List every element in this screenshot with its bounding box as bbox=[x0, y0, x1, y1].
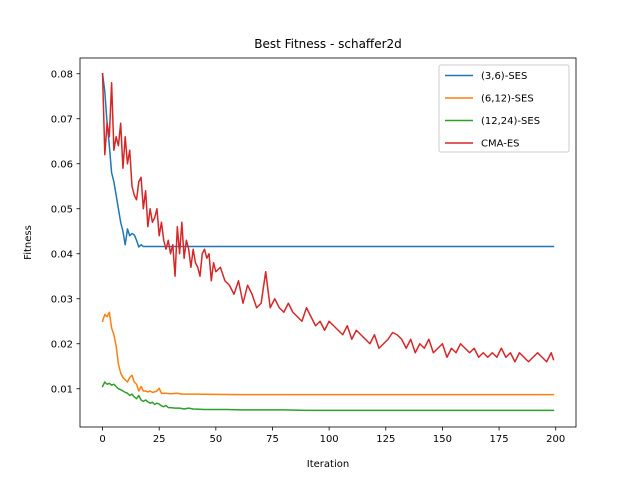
x-tick-label: 25 bbox=[153, 434, 166, 445]
x-tick-label: 0 bbox=[99, 434, 105, 445]
plot-frame bbox=[79, 57, 577, 428]
legend-label: CMA-ES bbox=[481, 139, 520, 150]
x-tick-label: 50 bbox=[209, 434, 222, 445]
x-tick-label: 75 bbox=[266, 434, 279, 445]
y-axis-label: Fitness bbox=[23, 225, 34, 260]
x-tick-label: 125 bbox=[376, 434, 395, 445]
x-tick-label: 200 bbox=[546, 434, 565, 445]
y-tick-label: 0.08 bbox=[51, 69, 73, 80]
series-line bbox=[101, 72, 555, 248]
series-line bbox=[101, 381, 555, 412]
series-line bbox=[101, 311, 555, 396]
x-axis-label: Iteration bbox=[307, 459, 349, 470]
legend: (3,6)-SES (6,12)-SES (12,24)-SES CMA-ES bbox=[438, 64, 570, 153]
x-tick-label: 150 bbox=[433, 434, 452, 445]
y-tick-label: 0.01 bbox=[51, 384, 73, 395]
y-tick-label: 0.04 bbox=[51, 249, 73, 260]
legend-label: (6,12)-SES bbox=[481, 94, 534, 105]
axis-ticks: 0 25 50 75 100 125 150 175 200 0.01 0.02 0.03 0.04 0.… bbox=[51, 69, 566, 445]
legend-frame bbox=[438, 64, 570, 153]
y-tick-label: 0.03 bbox=[51, 294, 73, 305]
y-tick-label: 0.06 bbox=[51, 159, 73, 170]
y-tick-label: 0.05 bbox=[51, 204, 73, 215]
legend-label: (12,24)-SES bbox=[481, 116, 540, 127]
y-tick-label: 0.07 bbox=[51, 114, 73, 125]
series-line bbox=[101, 72, 555, 363]
x-tick-label: 175 bbox=[490, 434, 509, 445]
y-tick-label: 0.02 bbox=[51, 339, 73, 350]
chart-title: Best Fitness - schaffer2d bbox=[254, 37, 402, 51]
plot-area bbox=[101, 72, 555, 412]
legend-label: (3,6)-SES bbox=[481, 71, 527, 82]
x-tick-label: 100 bbox=[320, 434, 339, 445]
